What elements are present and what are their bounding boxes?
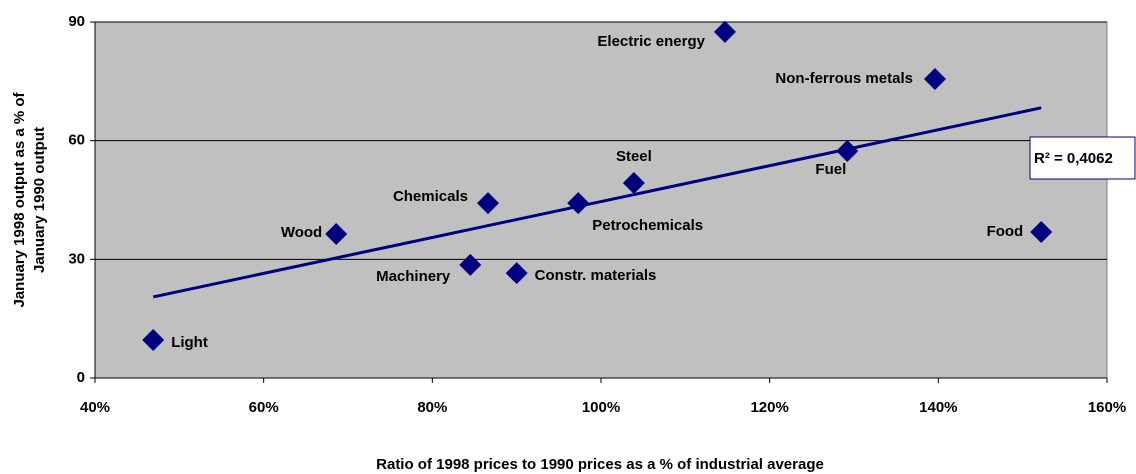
x-tick-label: 60% — [249, 399, 279, 416]
y-tick-label: 90 — [68, 13, 85, 30]
marker — [923, 67, 946, 90]
point-label: Light — [171, 334, 208, 351]
marker — [713, 20, 736, 43]
y-axis-title: January 1998 output as a % of — [11, 91, 28, 307]
x-tick-label: 140% — [919, 399, 957, 416]
y-tick-label: 30 — [68, 250, 85, 267]
point-label: Food — [987, 223, 1024, 240]
point-label: Steel — [616, 148, 652, 165]
marker — [836, 139, 859, 162]
marker — [325, 223, 348, 246]
x-tick-label: 80% — [417, 399, 447, 416]
point-label: Constr. materials — [535, 267, 657, 284]
trendline — [152, 106, 1042, 299]
marker — [1030, 221, 1053, 244]
marker — [505, 262, 528, 285]
x-tick-label: 100% — [582, 399, 620, 416]
y-tick-label: 0 — [77, 369, 85, 386]
marker — [459, 253, 482, 276]
point-label: Chemicals — [393, 188, 468, 205]
point-label: Petrochemicals — [592, 217, 703, 234]
point-label: Fuel — [815, 161, 846, 178]
point-label: Wood — [281, 224, 322, 241]
x-tick-label: 120% — [750, 399, 788, 416]
y-tick-label: 60 — [68, 132, 85, 149]
point-label: Machinery — [376, 268, 451, 285]
r2-box — [1029, 136, 1136, 180]
marker — [476, 192, 499, 215]
x-axis-title: Ratio of 1998 prices to 1990 prices as a… — [376, 456, 824, 473]
plot-area — [94, 21, 1108, 379]
r2-label: R² = 0,4062 — [1034, 150, 1113, 167]
y-axis-title: January 1990 output — [31, 127, 48, 273]
marker — [142, 329, 165, 352]
point-label: Non-ferrous metals — [775, 70, 913, 87]
marker — [622, 171, 645, 194]
x-tick-label: 160% — [1088, 399, 1126, 416]
x-tick-label: 40% — [80, 399, 110, 416]
point-label: Electric energy — [597, 33, 705, 50]
marker — [567, 192, 590, 215]
